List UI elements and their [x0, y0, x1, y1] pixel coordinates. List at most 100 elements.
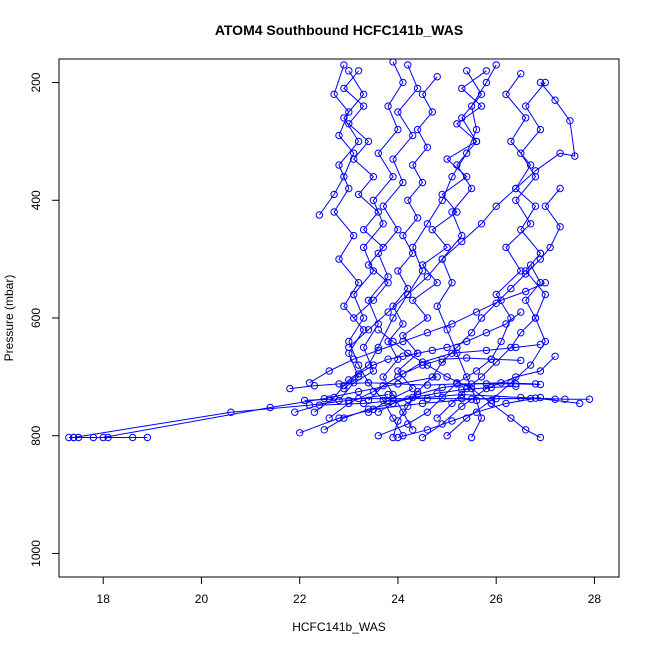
data-point [70, 433, 78, 442]
data-point [394, 267, 402, 275]
data-point [428, 346, 436, 355]
data-point [517, 308, 525, 316]
data-point [65, 433, 73, 442]
data-point [330, 190, 338, 199]
series-line [309, 282, 546, 384]
data-point [492, 394, 500, 403]
data-point [364, 326, 373, 334]
data-point [413, 387, 422, 396]
data-point [482, 346, 491, 355]
data-point [556, 184, 564, 193]
data-point [340, 382, 348, 390]
data-point [448, 320, 456, 328]
data-point [423, 329, 432, 337]
data-point [453, 120, 461, 128]
series-line [294, 393, 590, 413]
data-point [492, 358, 500, 366]
data-point [129, 433, 137, 442]
data-point [413, 84, 422, 93]
data-point [443, 326, 451, 334]
data-point [423, 143, 432, 152]
data-point [340, 302, 348, 310]
data-point [507, 137, 515, 146]
series-line [103, 376, 438, 438]
data-point [438, 190, 446, 199]
data-point [536, 125, 545, 134]
data-point [497, 337, 505, 346]
data-point [389, 433, 397, 442]
data-point [477, 373, 486, 381]
data-point [359, 314, 368, 322]
data-point [364, 396, 373, 405]
data-point [399, 78, 407, 87]
data-point [359, 243, 368, 252]
data-point [340, 84, 348, 93]
data-point [458, 84, 466, 93]
data-point [418, 178, 427, 187]
data-point [502, 320, 510, 328]
data-point [536, 380, 545, 389]
data-point [472, 137, 481, 146]
data-point [399, 231, 407, 240]
data-point [350, 355, 358, 363]
series-profile-20 [345, 78, 579, 352]
data-point [472, 396, 481, 405]
series-line [343, 70, 389, 319]
data-point [438, 393, 446, 402]
data-point [389, 59, 397, 66]
series-profile-28 [300, 394, 559, 405]
data-point [345, 399, 353, 408]
data-point [404, 290, 412, 299]
data-point [345, 349, 353, 357]
data-point [507, 284, 515, 293]
data-point [379, 373, 387, 381]
data-point [507, 343, 515, 352]
series-profile-25 [340, 308, 525, 390]
series-profile-30 [433, 261, 545, 422]
data-point [394, 417, 402, 425]
data-point [389, 302, 397, 310]
data-point [350, 290, 358, 299]
data-point [345, 108, 353, 116]
data-point [458, 402, 466, 410]
data-point [443, 243, 451, 252]
data-point [389, 173, 397, 181]
series-layer [65, 59, 594, 442]
data-point [354, 370, 363, 378]
y-tick-label: 1000 [29, 540, 43, 567]
data-point [423, 314, 432, 322]
data-point [389, 394, 397, 403]
x-tick-label: 18 [97, 592, 111, 606]
data-point [502, 90, 510, 99]
data-point [350, 314, 358, 322]
data-point [325, 395, 333, 403]
data-point [359, 226, 368, 234]
data-point [482, 67, 491, 75]
data-point [512, 196, 520, 205]
y-tick-label: 400 [29, 190, 43, 210]
data-point [458, 237, 466, 246]
data-point [335, 255, 343, 263]
data-point [428, 373, 436, 381]
series-profile-18 [305, 279, 549, 387]
data-point [345, 67, 353, 75]
series-profile-27 [374, 382, 520, 416]
data-point [340, 114, 348, 122]
data-point [354, 279, 363, 287]
data-point [325, 414, 333, 422]
data-point [418, 399, 427, 408]
data-point [531, 173, 540, 181]
chart-title: ATOM4 Southbound HCFC141b_WAS [215, 22, 463, 38]
data-point [517, 356, 525, 365]
data-point [443, 373, 451, 381]
data-point [374, 326, 382, 334]
data-point [472, 125, 481, 134]
data-point [399, 370, 407, 378]
data-point [492, 61, 500, 69]
data-point [512, 343, 520, 352]
data-point [438, 358, 446, 366]
data-point [477, 90, 486, 99]
data-point [310, 408, 319, 416]
data-point [99, 433, 107, 442]
